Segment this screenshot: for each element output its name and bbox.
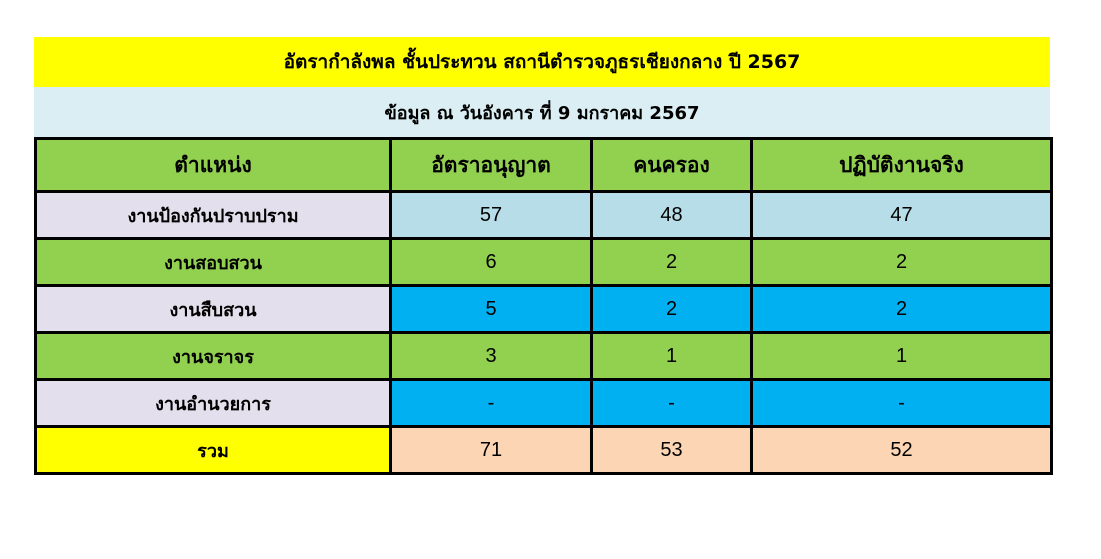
authorized-cell: 71	[389, 425, 593, 475]
staffing-table-container: อัตรากำลังพล ชั้นประทวน สถานีตำรวจภูธรเช…	[34, 37, 1053, 475]
header-position: ตำแหน่ง	[34, 137, 392, 193]
occupied-cell: -	[590, 378, 753, 428]
occupied-cell: 2	[590, 237, 753, 287]
authorized-cell: 5	[389, 284, 593, 334]
header-row: ตำแหน่ง อัตราอนุญาต คนครอง ปฏิบัติงานจริ…	[34, 137, 1053, 193]
authorized-cell: 57	[389, 190, 593, 240]
authorized-cell: -	[389, 378, 593, 428]
header-occupied: คนครอง	[590, 137, 753, 193]
header-authorized: อัตราอนุญาต	[389, 137, 593, 193]
table-row: งานสืบสวน 5 2 2	[34, 284, 1053, 334]
table-row: งานป้องกันปราบปราม 57 48 47	[34, 190, 1053, 240]
actual-cell: 47	[750, 190, 1053, 240]
authorized-cell: 6	[389, 237, 593, 287]
table-row: งานสอบสวน 6 2 2	[34, 237, 1053, 287]
authorized-cell: 3	[389, 331, 593, 381]
total-row: รวม 71 53 52	[34, 425, 1053, 475]
actual-cell: 2	[750, 237, 1053, 287]
position-cell: รวม	[34, 425, 392, 475]
actual-cell: 1	[750, 331, 1053, 381]
occupied-cell: 53	[590, 425, 753, 475]
header-actual: ปฏิบัติงานจริง	[750, 137, 1053, 193]
position-cell: งานอำนวยการ	[34, 378, 392, 428]
occupied-cell: 48	[590, 190, 753, 240]
occupied-cell: 2	[590, 284, 753, 334]
position-cell: งานจราจร	[34, 331, 392, 381]
table-row: งานอำนวยการ - - -	[34, 378, 1053, 428]
actual-cell: 2	[750, 284, 1053, 334]
position-cell: งานป้องกันปราบปราม	[34, 190, 392, 240]
actual-cell: 52	[750, 425, 1053, 475]
occupied-cell: 1	[590, 331, 753, 381]
table-title: อัตรากำลังพล ชั้นประทวน สถานีตำรวจภูธรเช…	[34, 37, 1050, 87]
position-cell: งานสืบสวน	[34, 284, 392, 334]
position-cell: งานสอบสวน	[34, 237, 392, 287]
table-subtitle: ข้อมูล ณ วันอังคาร ที่ 9 มกราคม 2567	[34, 87, 1050, 137]
table-row: งานจราจร 3 1 1	[34, 331, 1053, 381]
actual-cell: -	[750, 378, 1053, 428]
staffing-table: ตำแหน่ง อัตราอนุญาต คนครอง ปฏิบัติงานจริ…	[34, 137, 1053, 475]
